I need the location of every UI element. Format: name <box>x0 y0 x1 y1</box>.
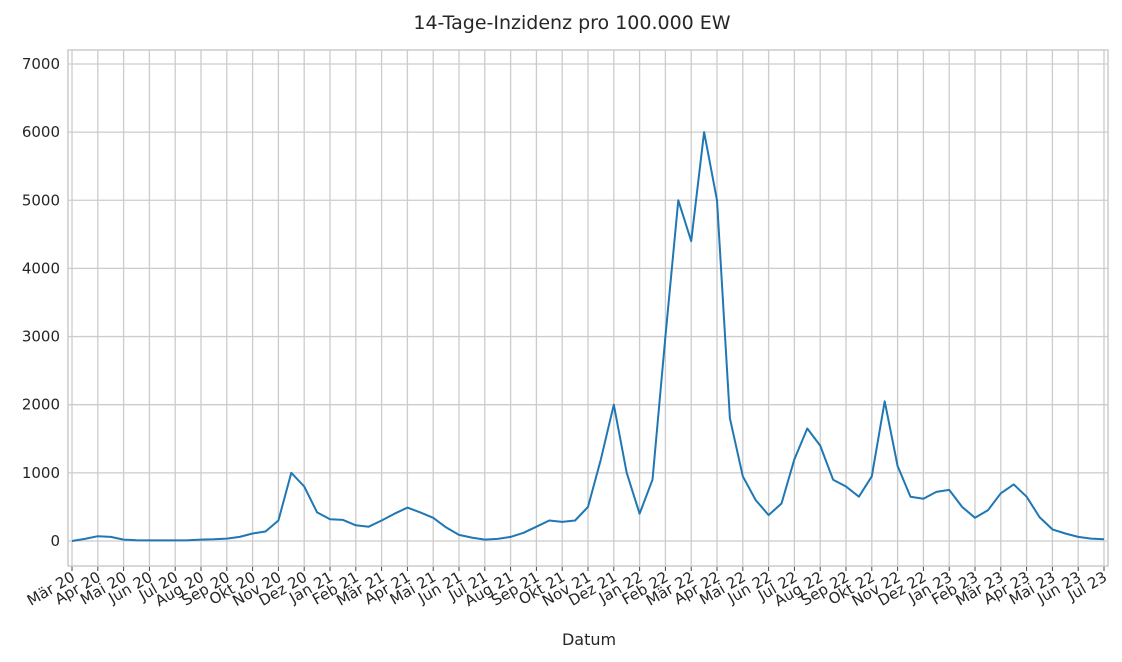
chart-title: 14-Tage-Inzidenz pro 100.000 EW <box>413 12 730 34</box>
data-line <box>71 131 1105 542</box>
y-tick-label: 1000 <box>22 464 60 482</box>
y-tick-label: 6000 <box>22 123 60 141</box>
y-tick-label: 2000 <box>22 396 60 414</box>
y-tick-label: 7000 <box>22 55 60 73</box>
y-tick-label: 0 <box>50 532 60 550</box>
plot-frame <box>67 49 1109 567</box>
y-tick-label: 5000 <box>22 191 60 209</box>
y-tick-label: 4000 <box>22 259 60 277</box>
x-axis-label: Datum <box>562 630 616 649</box>
y-tick-label: 3000 <box>22 328 60 346</box>
